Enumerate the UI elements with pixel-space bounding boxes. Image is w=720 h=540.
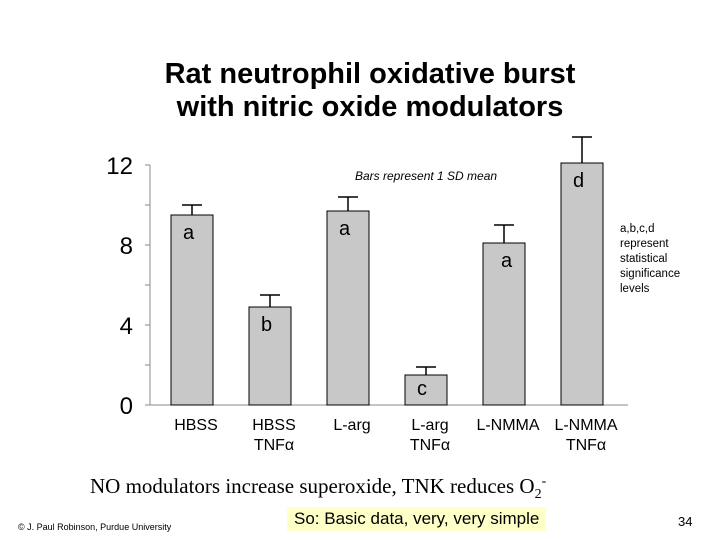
x-tick-label: L-NMMA	[554, 417, 617, 434]
x-tick-label: HBSS	[174, 417, 218, 434]
bar-label: a	[339, 218, 351, 240]
side-note-line: represent	[620, 238, 669, 250]
side-note-line: statistical	[620, 253, 667, 265]
bar-label: c	[417, 378, 427, 400]
side-note-line: a,b,c,d	[620, 223, 655, 235]
side-note-line: levels	[620, 283, 650, 295]
x-tick-label: HBSS	[252, 417, 296, 434]
bar-label: d	[573, 170, 584, 192]
y-tick-label: 12	[106, 153, 133, 180]
copyright: © J. Paul Robinson, Purdue University	[18, 522, 172, 532]
bar	[248, 306, 292, 406]
bar-label: a	[501, 250, 513, 272]
y-tick-label: 8	[120, 233, 133, 260]
x-tick-label: TNFα	[410, 437, 450, 454]
chart-title: Rat neutrophil oxidative burst with nitr…	[90, 58, 650, 124]
y-tick-label: 0	[120, 393, 133, 420]
side-note-line: significance	[620, 268, 680, 280]
x-tick-label: TNFα	[254, 437, 294, 454]
bar	[482, 242, 526, 406]
x-tick-label: TNFα	[566, 437, 606, 454]
y-tick-label: 4	[120, 313, 133, 340]
bar	[326, 210, 370, 406]
note-box: So: Basic data, very, very simple	[287, 507, 547, 531]
page-number: 34	[678, 514, 693, 529]
bar-label: b	[261, 314, 272, 336]
caption-superscript: -	[541, 474, 547, 489]
chart-annotation: Bars represent 1 SD mean	[355, 169, 497, 183]
x-tick-label: L-arg	[333, 417, 370, 434]
bar	[170, 214, 214, 406]
caption-text: NO modulators increase superoxide, TNK r…	[90, 474, 535, 498]
caption: NO modulators increase superoxide, TNK r…	[90, 474, 546, 503]
x-tick-label: L-arg	[411, 417, 448, 434]
bar-label: a	[183, 222, 195, 244]
caption-subscript: 2	[534, 487, 542, 503]
title-line-1: Rat neutrophil oxidative burst	[164, 58, 576, 90]
bar	[560, 162, 604, 406]
title-line-2: with nitric oxide modulators	[176, 91, 564, 123]
x-tick-label: L-NMMA	[476, 417, 539, 434]
